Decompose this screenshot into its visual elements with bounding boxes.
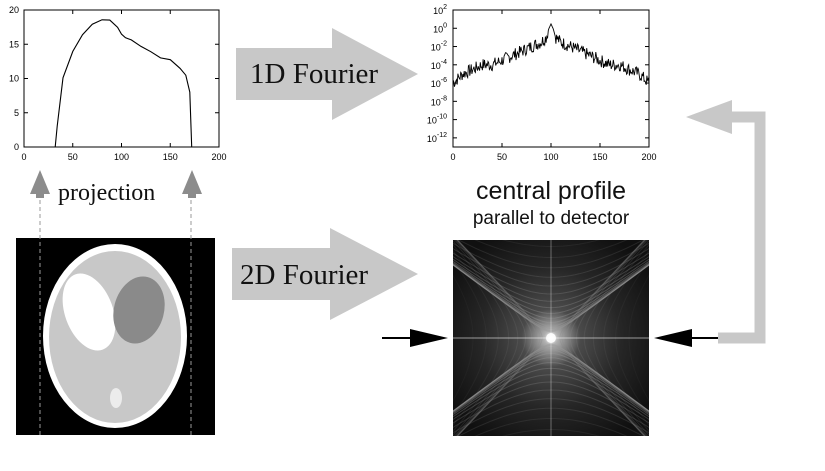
spectrum-fringe bbox=[453, 263, 649, 324]
fourier-2d-arrow-shape bbox=[232, 228, 418, 320]
projection-annotation: projection bbox=[30, 170, 202, 206]
projection-y-tick-label: 10 bbox=[9, 74, 19, 84]
spectrum-plot: 0 50 100 150 200 102 100 10-2 10-4 10-6 10-8 10-10… bbox=[427, 4, 657, 162]
spectrum-plot-frame bbox=[452, 9, 650, 148]
profile-pointer-arrows bbox=[382, 329, 720, 347]
phantom-bright-ellipse bbox=[62, 273, 116, 351]
spectrum-fringe bbox=[501, 429, 601, 436]
projection-x-tick-label: 150 bbox=[163, 152, 178, 162]
spectrum-y-tick-label: 10-4 bbox=[431, 59, 447, 71]
right-pointer-head bbox=[654, 329, 692, 347]
spectrum-fringe bbox=[453, 374, 649, 421]
projection-y-tick-label: 15 bbox=[9, 39, 19, 49]
spectrum-fringe bbox=[453, 248, 649, 287]
phantom-image bbox=[16, 200, 215, 435]
spectrum-fringe bbox=[453, 346, 649, 412]
projection-label: projection bbox=[58, 180, 155, 206]
spectrum-x-tick-label: 150 bbox=[592, 152, 607, 162]
projection-x-tick-label: 50 bbox=[68, 152, 78, 162]
spectrum-fringe bbox=[453, 263, 649, 327]
spectrum-fringe bbox=[474, 418, 628, 436]
spectrum-fringe bbox=[453, 381, 649, 424]
spectrum-fringe bbox=[453, 264, 649, 332]
feedback-arrow bbox=[686, 100, 766, 344]
projection-left-up-arrow bbox=[30, 170, 50, 198]
spectrum-fringe bbox=[453, 260, 649, 314]
projection-x-tick-label: 200 bbox=[211, 152, 226, 162]
spectrum-y-tick-label: 10-6 bbox=[431, 77, 447, 89]
spectrum-fringe bbox=[453, 252, 649, 295]
phantom-dark-ellipse bbox=[113, 276, 165, 344]
feedback-arrow-head bbox=[686, 100, 732, 134]
phantom-small-ellipse bbox=[110, 388, 122, 408]
fourier-1d-arrow: 1D Fourier bbox=[236, 28, 418, 120]
left-pointer-head bbox=[410, 329, 448, 347]
spectrum-y-tick-label: 10-12 bbox=[427, 132, 447, 144]
spectrum-fringe bbox=[451, 441, 651, 465]
spectrum-fringe bbox=[474, 240, 628, 258]
parallel-to-detector-label: parallel to detector bbox=[473, 208, 630, 229]
projection-y-tick-label: 5 bbox=[14, 108, 19, 118]
spectrum-fringe bbox=[453, 349, 649, 413]
spectrum-fringe bbox=[453, 362, 649, 416]
spectrum-y-tick-label: 102 bbox=[433, 4, 447, 16]
projection-plot-frame bbox=[23, 9, 220, 148]
projection-series-line bbox=[24, 19, 219, 148]
spectrum-fringe bbox=[453, 344, 649, 412]
spectrum-fringe bbox=[501, 240, 601, 247]
spectrum-fringe bbox=[453, 352, 649, 413]
fourier-1d-label: 1D Fourier bbox=[250, 58, 378, 90]
feedback-arrow-path bbox=[718, 111, 766, 344]
spectrum-image bbox=[451, 240, 651, 465]
projection-right-up-arrow bbox=[182, 170, 202, 198]
projection-y-tick-label: 20 bbox=[9, 5, 19, 15]
spectrum-x-tick-label: 50 bbox=[497, 152, 507, 162]
spectrum-fringe bbox=[453, 242, 649, 278]
spectrum-series-line bbox=[452, 22, 650, 87]
spectrum-fringe bbox=[453, 264, 649, 333]
spectrum-y-tick-label: 10-8 bbox=[431, 95, 447, 107]
spectrum-fringe bbox=[453, 343, 649, 412]
spectrum-x-tick-label: 0 bbox=[450, 152, 455, 162]
projection-x-tick-label: 0 bbox=[21, 152, 26, 162]
spectrum-fringe bbox=[453, 264, 649, 330]
spectrum-fringe bbox=[453, 258, 649, 309]
central-profile-label: central profile bbox=[476, 177, 626, 205]
projection-x-tick-label: 100 bbox=[114, 152, 129, 162]
fourier-1d-arrow-shape bbox=[236, 28, 418, 120]
spectrum-y-tick-label: 10-2 bbox=[431, 41, 447, 53]
spectrum-y-tick-label: 10-10 bbox=[427, 114, 447, 126]
spectrum-y-tick-label: 100 bbox=[433, 22, 447, 34]
spectrum-fringe bbox=[453, 255, 649, 302]
projection-plot: 0 50 100 150 200 0 5 10 15 20 bbox=[9, 5, 227, 162]
spectrum-fringe bbox=[453, 389, 649, 428]
fourier-2d-arrow: 2D Fourier bbox=[232, 228, 418, 320]
spectrum-fringe bbox=[457, 407, 645, 436]
fourier-2d-label: 2D Fourier bbox=[240, 259, 368, 291]
spectrum-fringe bbox=[457, 240, 645, 269]
spectrum-fringe bbox=[453, 367, 649, 418]
spectrum-fringe bbox=[453, 357, 649, 414]
spectrum-fringe bbox=[453, 262, 649, 319]
projection-y-tick-label: 0 bbox=[14, 142, 19, 152]
spectrum-x-tick-label: 200 bbox=[641, 152, 656, 162]
spectrum-x-tick-label: 100 bbox=[543, 152, 558, 162]
spectrum-fringe bbox=[453, 398, 649, 434]
